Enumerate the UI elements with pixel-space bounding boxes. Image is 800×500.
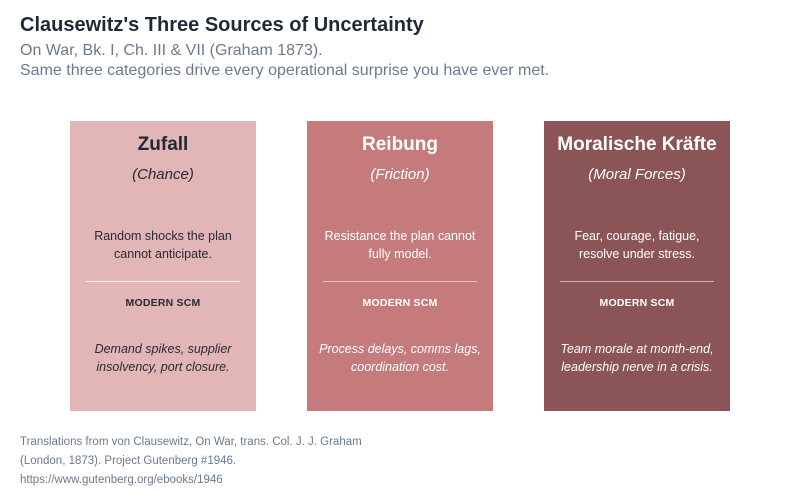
card-divider — [560, 281, 714, 282]
card-zufall: Zufall (Chance) Random shocks the plan c… — [70, 121, 256, 411]
card-divider — [323, 281, 477, 282]
card-section-label: MODERN SCM — [599, 297, 675, 309]
page-title: Clausewitz's Three Sources of Uncertaint… — [20, 14, 424, 36]
card-section-label: MODERN SCM — [125, 297, 201, 309]
card-section-label: MODERN SCM — [362, 297, 438, 309]
card-divider — [86, 281, 240, 282]
card-translation: (Moral Forces) — [588, 166, 686, 183]
card-description: Random shocks the plan cannot anticipate… — [94, 229, 232, 261]
citation-link[interactable]: https://www.gutenberg.org/ebooks/1946 — [20, 474, 223, 486]
source-citation: Translations from von Clausewitz, On War… — [20, 433, 362, 490]
card-name: Zufall — [137, 134, 189, 155]
card-reibung: Reibung (Friction) Resistance the plan c… — [307, 121, 493, 411]
page-tagline: Same three categories drive every operat… — [20, 62, 550, 79]
card-name: Reibung — [362, 134, 438, 155]
card-translation: (Friction) — [370, 166, 430, 183]
card-description: Resistance the plan cannot fully model. — [324, 229, 476, 261]
card-modern-example: Demand spikes, supplier insolvency, port… — [94, 342, 232, 374]
card-modern-example: Team morale at month-end, leadership ner… — [560, 342, 714, 374]
citation-line: (London, 1873). Project Gutenberg #1946. — [20, 455, 237, 467]
page-subtitle: On War, Bk. I, Ch. III & VII (Graham 187… — [20, 42, 323, 59]
card-description: Fear, courage, fatigue, resolve under st… — [574, 229, 700, 261]
card-modern-example: Process delays, comms lags, coordination… — [319, 342, 481, 374]
card-translation: (Chance) — [132, 166, 194, 183]
citation-line: Translations from von Clausewitz, On War… — [20, 436, 362, 448]
card-moralische-kraefte: Moralische Kräfte (Moral Forces) Fear, c… — [544, 121, 730, 411]
card-name: Moralische Kräfte — [557, 134, 717, 155]
